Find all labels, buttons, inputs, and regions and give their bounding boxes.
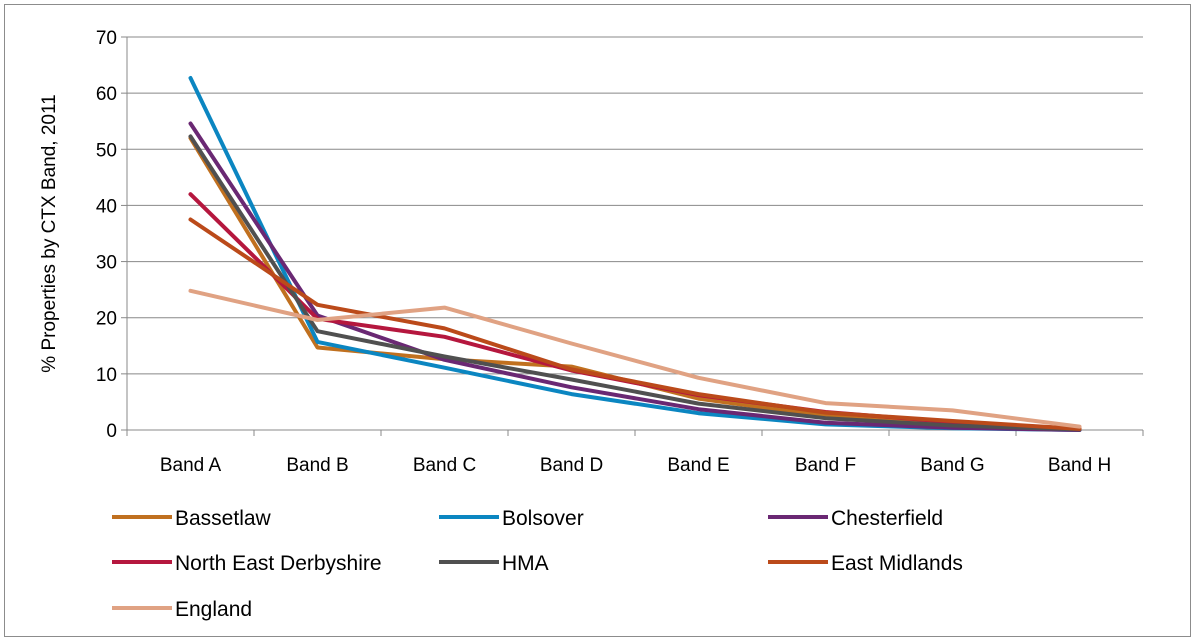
legend-label-east-midlands: East Midlands	[831, 552, 963, 575]
y-tick-label: 30	[96, 253, 117, 274]
x-tick-label: Band E	[667, 455, 729, 476]
series-line-bassetlaw	[188, 136, 1082, 431]
series-line-bolsover	[188, 76, 1082, 432]
series-lines	[188, 76, 1082, 432]
y-tick-label: 60	[96, 84, 117, 105]
y-tick-label: 70	[96, 28, 117, 49]
legend-label-hma: HMA	[502, 552, 549, 575]
legend-label-bolsover: Bolsover	[502, 507, 584, 530]
legend-label-chesterfield: Chesterfield	[831, 507, 943, 530]
y-tick-label: 0	[106, 421, 117, 442]
y-tick-label: 50	[96, 140, 117, 161]
series-line-hma	[188, 134, 1082, 432]
series-line-england	[188, 288, 1082, 429]
y-axis-title: % Properties by CTX Band, 2011	[39, 94, 60, 372]
legend-label-england: England	[175, 598, 252, 621]
legend: Bassetlaw Bolsover Chesterfield North East …	[112, 507, 963, 621]
legend-label-north-east-derbyshire: North East Derbyshire	[175, 552, 382, 575]
gridlines	[127, 36, 1143, 375]
x-tick-label: Band D	[540, 455, 603, 476]
axes: 0 10 20 30 40 50 60 70 Band A Band B Band C Band D B…	[39, 28, 1144, 476]
line-chart: 0 10 20 30 40 50 60 70 Band A Band B Band C Band D B…	[39, 28, 1144, 621]
series-line-east-midlands	[188, 217, 1082, 431]
x-tick-label: Band F	[795, 455, 856, 476]
y-tick-label: 20	[96, 309, 117, 330]
x-tick-label: Band A	[160, 455, 222, 476]
y-tick-label: 10	[96, 365, 117, 386]
x-tick-label: Band G	[920, 455, 984, 476]
series-line-north-east-derbyshire	[188, 192, 1082, 431]
x-tick-label: Band B	[286, 455, 348, 476]
y-tick-label: 40	[96, 196, 117, 217]
x-tick-label: Band C	[413, 455, 476, 476]
x-tick-label: Band H	[1048, 455, 1111, 476]
legend-label-bassetlaw: Bassetlaw	[175, 507, 272, 530]
chart-frame: 0 10 20 30 40 50 60 70 Band A Band B Band C Band D B…	[4, 4, 1191, 637]
